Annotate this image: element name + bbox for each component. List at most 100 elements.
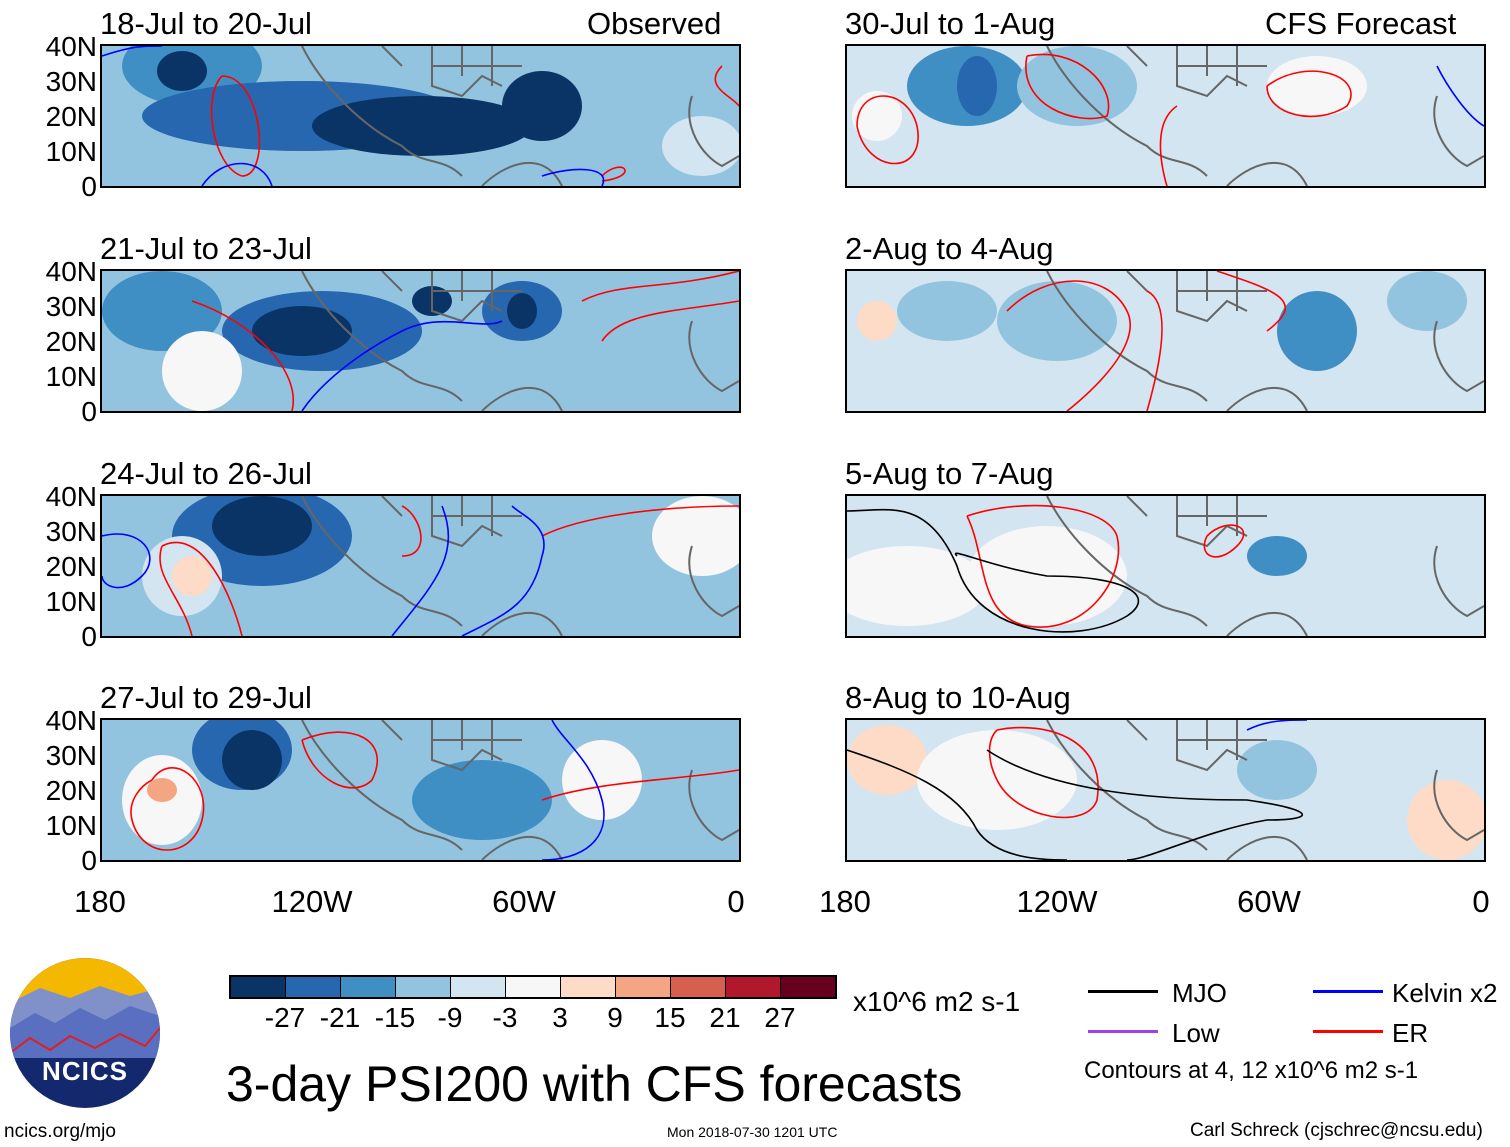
coastline <box>1046 46 1484 186</box>
colorbar-swatch <box>451 977 506 997</box>
er-contour <box>159 541 243 636</box>
map-panel <box>845 44 1486 188</box>
map-panel <box>845 718 1486 862</box>
logo-text: NCICS <box>42 1056 128 1086</box>
legend-low-line <box>1088 1030 1158 1033</box>
shading-region <box>1017 46 1137 126</box>
colorbar-swatch <box>561 977 616 997</box>
map-panel <box>100 44 741 188</box>
lat-tick-label: 10N <box>45 586 97 617</box>
colorbar-label: -9 <box>437 1002 463 1033</box>
panel-title: 5-Aug to 7-Aug <box>845 456 1054 491</box>
coastline <box>301 720 739 860</box>
kelvin-contour <box>301 320 503 411</box>
colorbar-label: 21 <box>709 1002 741 1033</box>
ncics-logo: NCICS <box>10 958 160 1108</box>
er-contour <box>966 504 1120 628</box>
lat-tick-label: 20N <box>45 551 97 582</box>
kelvin-contour <box>1246 720 1308 731</box>
lon-tick-label: 60W <box>492 884 556 919</box>
lat-tick-label: 30N <box>45 66 97 97</box>
colorbar-label: 27 <box>764 1002 796 1033</box>
coastline <box>301 271 739 411</box>
er-contour <box>581 271 739 342</box>
kelvin-contour <box>461 505 545 636</box>
er-contour <box>1216 271 1286 332</box>
shading-region <box>847 546 987 626</box>
colorbar-swatch <box>506 977 561 997</box>
legend-low: Low <box>1172 1018 1220 1048</box>
shading-region <box>312 96 532 156</box>
er-contour <box>988 726 1099 819</box>
lat-tick-label: 20N <box>45 775 97 806</box>
shading-region <box>172 556 212 596</box>
shading-region <box>102 271 222 351</box>
colorbar-label: 3 <box>552 1002 568 1033</box>
legend-kelvin: Kelvin x2 <box>1392 978 1498 1008</box>
er-contour <box>541 769 739 801</box>
legend-mjo: MJO <box>1172 978 1227 1008</box>
panel-title: 27-Jul to 29-Jul <box>100 680 312 715</box>
colorbar-swatch <box>616 977 671 997</box>
lat-tick-label: 0 <box>81 845 97 876</box>
lat-tick-label: 20N <box>45 101 97 132</box>
lat-tick-label: 30N <box>45 291 97 322</box>
colorbar-swatch <box>781 977 835 997</box>
legend-er: ER <box>1392 1018 1429 1048</box>
shading-region <box>847 725 927 795</box>
colorbar-label: -3 <box>492 1002 518 1033</box>
shading-region <box>412 760 552 840</box>
lat-tick-label: 0 <box>81 396 97 427</box>
colorbar-swatch <box>726 977 781 997</box>
panel-title: 18-Jul to 20-Jul <box>100 6 312 41</box>
kelvin-contour <box>102 46 163 57</box>
er-contour <box>601 166 626 182</box>
lon-tick-label: 0 <box>727 884 745 919</box>
panel-title: 30-Jul to 1-Aug <box>845 6 1056 41</box>
shading-region <box>252 306 352 356</box>
lat-tick-label: 0 <box>81 621 97 652</box>
legend-mjo-line <box>1088 990 1158 993</box>
author-credit: Carl Schreck (cjschrec@ncsu.edu) <box>1190 1120 1483 1141</box>
lat-tick-label: 30N <box>45 516 97 547</box>
lat-tick-label: 10N <box>45 136 97 167</box>
coastline <box>301 46 739 186</box>
colorbar-label: -15 <box>374 1002 416 1033</box>
kelvin-contour <box>541 720 605 860</box>
shading-region <box>857 301 897 341</box>
shading-region <box>147 778 177 802</box>
er-contour <box>210 75 261 177</box>
lat-tick-label: 40N <box>45 31 97 62</box>
panel-title: 8-Aug to 10-Aug <box>845 680 1071 715</box>
er-contour <box>1006 280 1131 411</box>
kelvin-contour <box>1436 65 1484 127</box>
lon-tick-label: 0 <box>1472 884 1490 919</box>
map-panel <box>100 718 741 862</box>
contour-note: Contours at 4, 12 x10^6 m2 s-1 <box>1084 1057 1419 1084</box>
kelvin-contour <box>201 162 273 186</box>
lat-tick-label: 0 <box>81 171 97 202</box>
colorbar-label: 9 <box>607 1002 623 1033</box>
coastline <box>1046 271 1484 411</box>
lat-tick-label: 20N <box>45 326 97 357</box>
kelvin-contour <box>391 505 450 636</box>
timestamp: Mon 2018-07-30 1201 UTC <box>667 1124 838 1140</box>
shading-region <box>1247 536 1307 576</box>
url-link[interactable]: ncics.org/mjo <box>4 1121 116 1142</box>
colorbar-label: 15 <box>654 1002 686 1033</box>
shading-region <box>1277 291 1357 371</box>
colorbar-units: x10^6 m2 s-1 <box>853 986 1021 1017</box>
er-contour <box>401 505 739 557</box>
colorbar <box>229 975 837 999</box>
er-contour <box>1266 70 1352 118</box>
lon-tick-label: 120W <box>1016 884 1098 919</box>
kelvin-contour <box>102 533 151 589</box>
lon-tick-label: 180 <box>74 884 126 919</box>
lat-tick-label: 40N <box>45 256 97 287</box>
colorbar-label: -21 <box>319 1002 361 1033</box>
figure-title: 3-day PSI200 with CFS forecasts <box>226 1056 963 1112</box>
panel-title: 21-Jul to 23-Jul <box>100 231 312 266</box>
shading-region <box>897 281 997 341</box>
lon-tick-label: 180 <box>819 884 871 919</box>
forecast-label: CFS Forecast <box>1265 6 1457 41</box>
